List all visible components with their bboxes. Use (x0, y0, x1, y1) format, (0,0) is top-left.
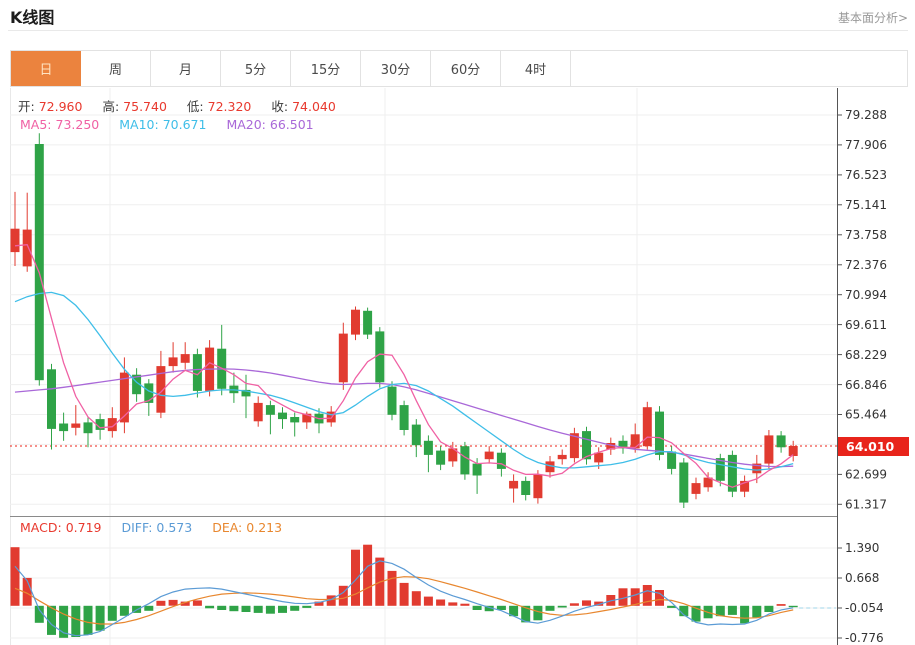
svg-text:61.317: 61.317 (845, 498, 887, 512)
ma-readout: MA5: 73.250 MA10: 70.671 MA20: 66.501 (20, 117, 318, 132)
close-value: 74.040 (292, 99, 336, 114)
svg-text:75.141: 75.141 (845, 198, 887, 212)
ma10-label: MA10: (119, 117, 159, 132)
svg-text:69.611: 69.611 (845, 318, 887, 332)
low-label: 低: (186, 99, 204, 114)
current-price-tag: 64.010 (838, 437, 909, 456)
high-label: 高: (102, 99, 120, 114)
ma5-label: MA5: (20, 117, 52, 132)
page-title: K线图 (10, 8, 55, 27)
tab-15min[interactable]: 15分 (291, 51, 361, 86)
period-tab-bar: 日 周 月 5分 15分 30分 60分 4时 (10, 50, 908, 87)
tab-month[interactable]: 月 (151, 51, 221, 86)
svg-text:72.376: 72.376 (845, 258, 887, 272)
svg-text:-0.776: -0.776 (845, 631, 884, 645)
ma10-value: 70.671 (162, 117, 207, 132)
header-divider (8, 30, 908, 31)
svg-text:66.846: 66.846 (845, 378, 887, 392)
svg-text:1.390: 1.390 (845, 541, 879, 555)
svg-text:70.994: 70.994 (845, 288, 887, 302)
ma20-label: MA20: (226, 117, 266, 132)
tab-30min[interactable]: 30分 (361, 51, 431, 86)
svg-text:73.758: 73.758 (845, 228, 887, 242)
open-value: 72.960 (38, 99, 83, 114)
ohlc-readout: 开: 72.960 高: 75.740 低: 72.320 收: 74.040 (18, 96, 340, 115)
svg-text:77.906: 77.906 (845, 138, 887, 152)
fundamental-analysis-link[interactable]: 基本面分析> (837, 11, 908, 25)
high-value: 75.740 (123, 99, 167, 114)
ma20-value: 66.501 (269, 117, 314, 132)
diff-label: DIFF: (121, 520, 153, 535)
macd-value: 0.719 (65, 520, 102, 535)
svg-text:0.668: 0.668 (845, 571, 879, 585)
diff-value: 0.573 (156, 520, 193, 535)
svg-text:65.464: 65.464 (845, 408, 887, 422)
ma5-value: 73.250 (55, 117, 100, 132)
tab-week[interactable]: 周 (81, 51, 151, 86)
open-label: 开: (18, 99, 35, 114)
svg-text:-0.054: -0.054 (845, 601, 884, 615)
tab-5min[interactable]: 5分 (221, 51, 291, 86)
svg-text:62.699: 62.699 (845, 468, 887, 482)
dea-value: 0.213 (246, 520, 283, 535)
svg-text:76.523: 76.523 (845, 168, 887, 182)
macd-readout: MACD: 0.719 DIFF: 0.573 DEA: 0.213 (20, 520, 286, 535)
dea-label: DEA: (212, 520, 243, 535)
close-label: 收: (271, 99, 289, 114)
tab-4hour[interactable]: 4时 (501, 51, 571, 86)
tab-day[interactable]: 日 (11, 51, 81, 86)
macd-label: MACD: (20, 520, 62, 535)
low-value: 72.320 (207, 99, 252, 114)
tab-60min[interactable]: 60分 (431, 51, 501, 86)
svg-text:68.229: 68.229 (845, 348, 887, 362)
svg-text:79.288: 79.288 (845, 108, 887, 122)
tab-strip-filler (571, 51, 907, 86)
